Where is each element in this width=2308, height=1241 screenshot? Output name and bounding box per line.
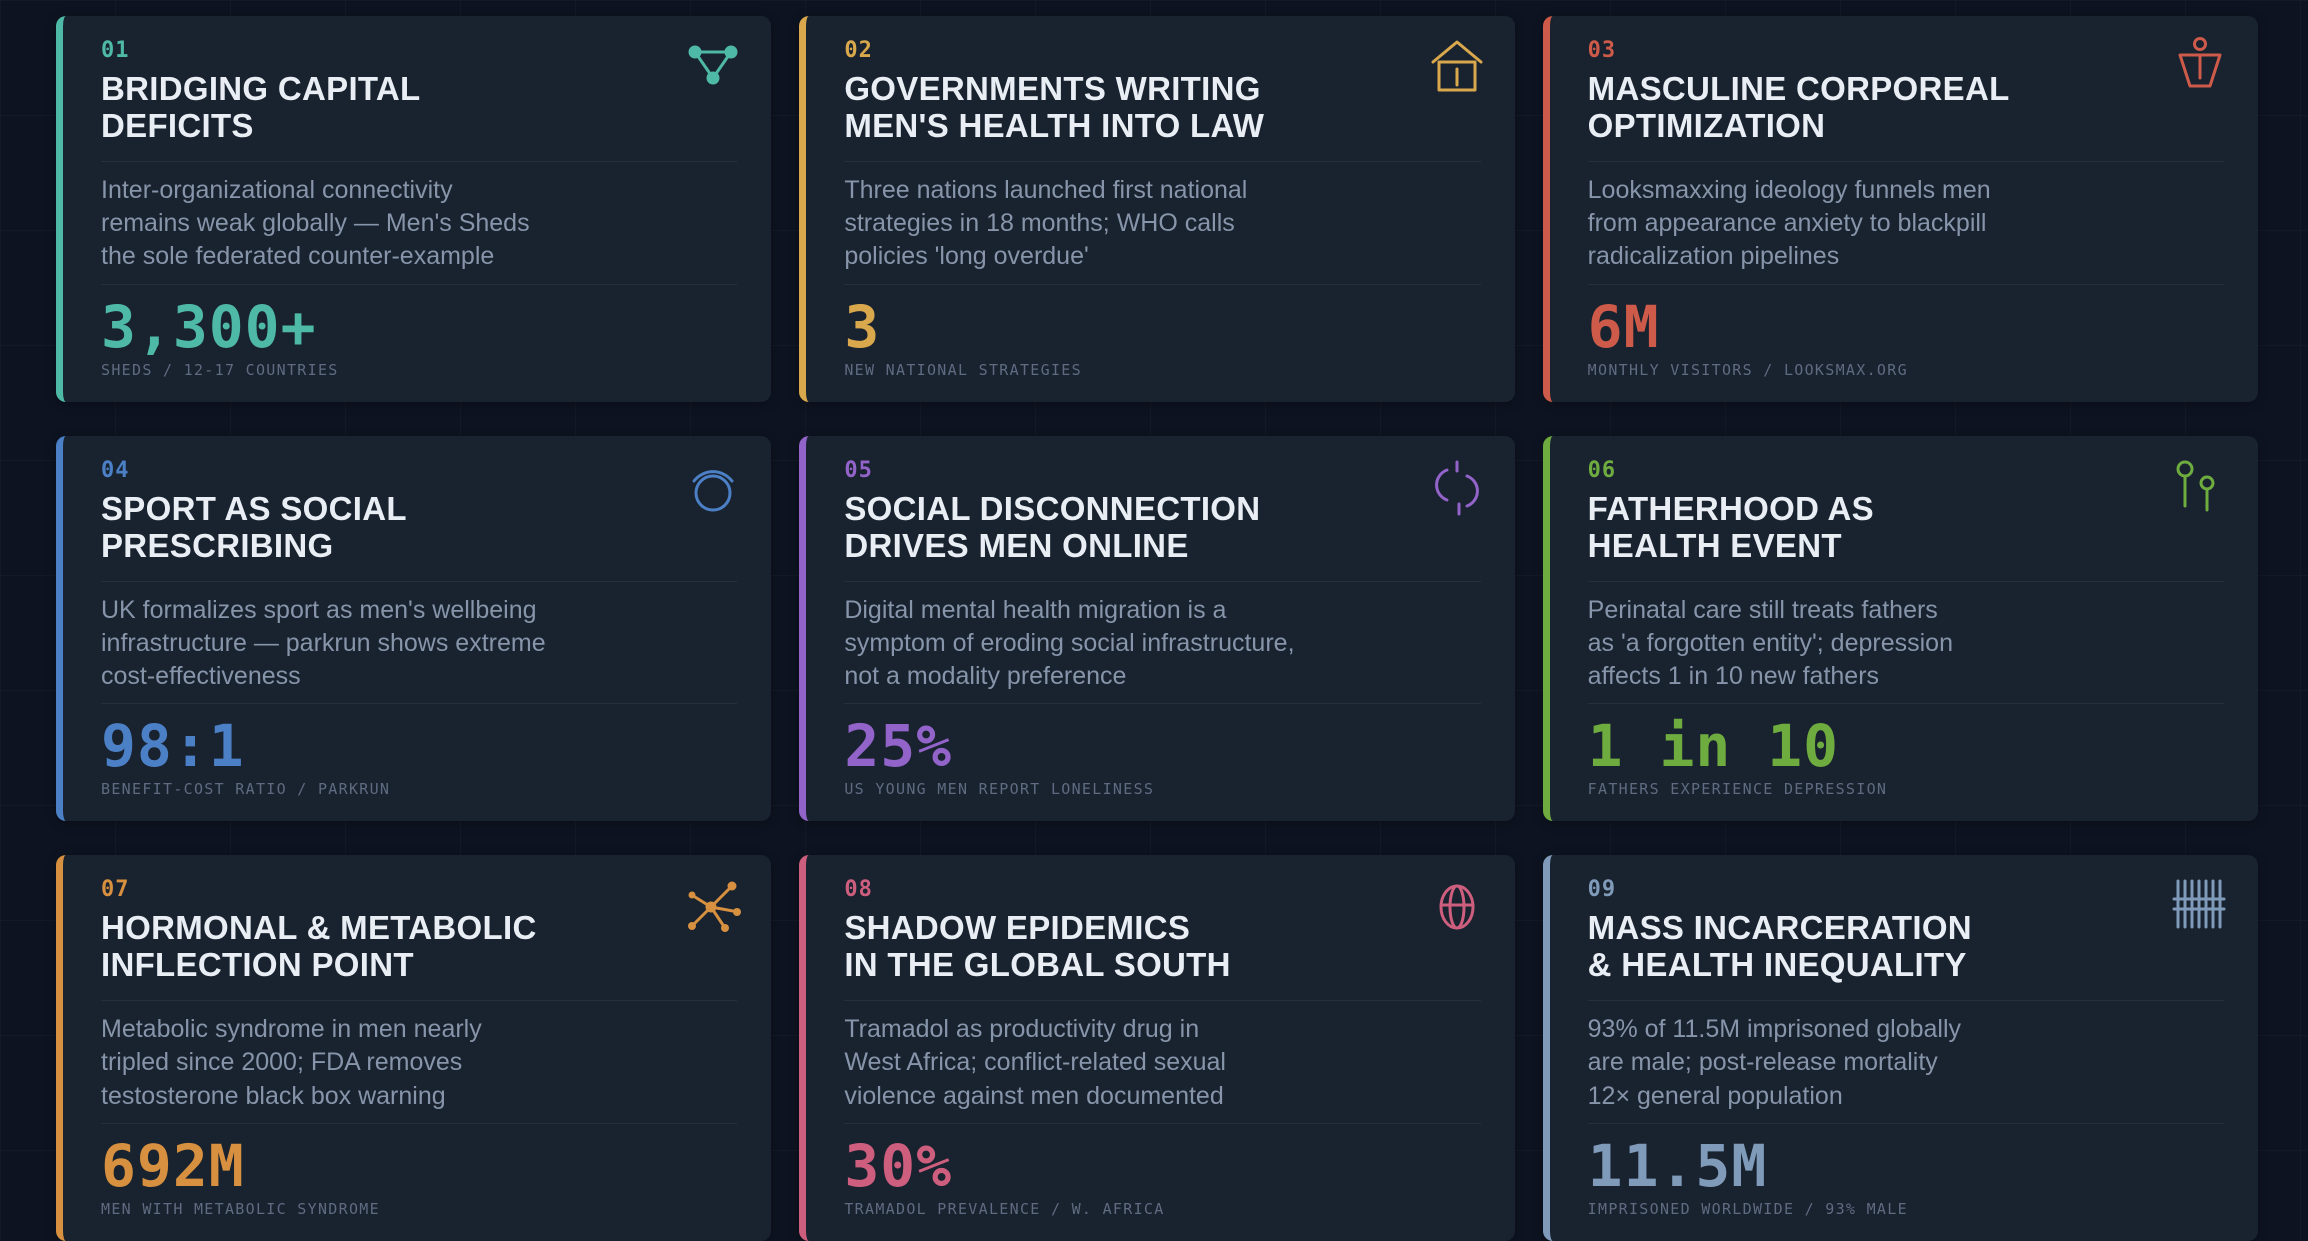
divider <box>101 160 738 162</box>
stat-card-corporeal-optimization: 03 MASCULINE CORPOREAL OPTIMIZATION Look… <box>1542 16 2258 402</box>
divider <box>844 703 1481 705</box>
stat-value: 692M <box>101 1131 245 1200</box>
stat-value: 98:1 <box>101 712 245 781</box>
stat-caption: US YOUNG MEN REPORT LONELINESS <box>844 780 1155 799</box>
divider <box>1587 703 2224 705</box>
divider <box>844 1000 1481 1002</box>
card-description: 93% of 11.5M imprisoned globally are mal… <box>1587 1015 1962 1110</box>
stat-value: 11.5M <box>1587 1131 1768 1200</box>
stat-card-hormonal-metabolic: 07 HORMONAL & METABOLIC INFLECTION POINT… <box>56 855 772 1241</box>
card-description: Digital mental health migration is a sym… <box>844 595 1295 691</box>
card-title: SPORT AS SOCIAL PRESCRIBING <box>101 489 407 564</box>
stat-card-social-prescribing: 04 SPORT AS SOCIAL PRESCRIBING UK formal… <box>56 435 772 822</box>
stat-value: 3 <box>844 292 881 361</box>
divider <box>1587 160 2224 162</box>
stat-caption: SHEDS / 12-17 COUNTRIES <box>101 360 339 379</box>
divider <box>1587 1122 2224 1124</box>
card-number: 03 <box>1587 38 1617 63</box>
stat-caption: MEN WITH METABOLIC SYNDROME <box>101 1199 380 1218</box>
card-number: 01 <box>101 38 130 63</box>
divider <box>101 1122 738 1124</box>
card-title: HORMONAL & METABOLIC INFLECTION POINT <box>101 909 537 984</box>
card-description: Three nations launched first national st… <box>844 175 1248 271</box>
stat-card-shadow-epidemics: 08 SHADOW EPIDEMICS IN THE GLOBAL SOUTH … <box>799 855 1515 1241</box>
stats-board: 01 BRIDGING CAPITAL DEFICITS Inter-organ… <box>56 16 2258 1241</box>
divider <box>844 1122 1481 1124</box>
card-title: MASS INCARCERATION & HEALTH INEQUALITY <box>1587 909 1972 984</box>
stat-value: 3,300+ <box>101 292 317 361</box>
card-number: 07 <box>101 877 130 903</box>
stat-card-bridging-capital: 01 BRIDGING CAPITAL DEFICITS Inter-organ… <box>56 16 772 402</box>
stat-caption: TRAMADOL PREVALENCE / W. AFRICA <box>844 1199 1165 1218</box>
card-description: Perinatal care still treats fathers as '… <box>1587 595 1953 691</box>
stat-caption: FATHERS EXPERIENCE DEPRESSION <box>1587 780 1888 799</box>
card-number: 04 <box>101 457 130 483</box>
divider <box>101 580 738 582</box>
card-number: 02 <box>844 38 873 63</box>
divider <box>1587 580 2224 582</box>
card-description: UK formalizes sport as men's wellbeing i… <box>101 595 546 691</box>
molecule-icon <box>681 875 745 939</box>
stat-caption: NEW NATIONAL STRATEGIES <box>844 360 1082 379</box>
prison-bars-icon <box>2168 875 2232 939</box>
card-number: 08 <box>844 877 873 903</box>
stat-caption: BENEFIT-COST RATIO / PARKRUN <box>101 780 391 799</box>
divider <box>1587 283 2224 285</box>
stat-caption: IMPRISONED WORLDWIDE / 93% MALE <box>1587 1199 1908 1218</box>
card-number: 06 <box>1587 457 1617 483</box>
stat-value: 1 in 10 <box>1587 712 1840 781</box>
broken-link-icon <box>1425 456 1489 520</box>
globe-icon <box>1425 875 1489 939</box>
stat-card-fatherhood: 06 FATHERHOOD AS HEALTH EVENT Perinatal … <box>1542 435 2258 822</box>
divider <box>844 160 1481 162</box>
stat-value: 30% <box>844 1131 953 1200</box>
card-description: Looksmaxxing ideology funnels men from a… <box>1587 175 1991 271</box>
card-number: 09 <box>1587 877 1617 903</box>
government-building-icon <box>1425 36 1489 100</box>
stat-value: 25% <box>844 712 953 781</box>
divider <box>101 283 738 285</box>
card-title: GOVERNMENTS WRITING MEN'S HEALTH INTO LA… <box>844 70 1265 144</box>
card-description: Metabolic syndrome in men nearly tripled… <box>101 1015 482 1110</box>
stat-caption: MONTHLY VISITORS / LOOKSMAX.ORG <box>1587 360 1908 379</box>
card-title: BRIDGING CAPITAL DEFICITS <box>101 70 421 144</box>
card-title: SHADOW EPIDEMICS IN THE GLOBAL SOUTH <box>844 909 1231 984</box>
card-title: MASCULINE CORPOREAL OPTIMIZATION <box>1587 70 2010 144</box>
divider <box>101 703 738 705</box>
stat-card-governments-law: 02 GOVERNMENTS WRITING MEN'S HEALTH INTO… <box>799 16 1515 402</box>
stopwatch-circle-icon <box>681 456 745 520</box>
divider <box>101 1000 738 1002</box>
map-pins-icon <box>2168 456 2232 520</box>
network-nodes-icon <box>681 36 745 100</box>
divider <box>844 283 1481 285</box>
card-description: Inter-organizational connectivity remain… <box>101 175 530 271</box>
card-description: Tramadol as productivity drug in West Af… <box>844 1015 1226 1110</box>
divider <box>1587 1000 2224 1002</box>
card-title: SOCIAL DISCONNECTION DRIVES MEN ONLINE <box>844 489 1261 564</box>
stat-value: 6M <box>1587 292 1660 361</box>
divider <box>844 580 1481 582</box>
card-title: FATHERHOOD AS HEALTH EVENT <box>1587 489 1874 564</box>
male-torso-icon <box>2168 36 2232 100</box>
card-number: 05 <box>844 457 873 483</box>
stat-card-mass-incarceration: 09 MASS INCARCERATION & HEALTH INEQUALIT… <box>1542 855 2258 1241</box>
stat-card-social-disconnection: 05 SOCIAL DISCONNECTION DRIVES MEN ONLIN… <box>799 435 1515 822</box>
